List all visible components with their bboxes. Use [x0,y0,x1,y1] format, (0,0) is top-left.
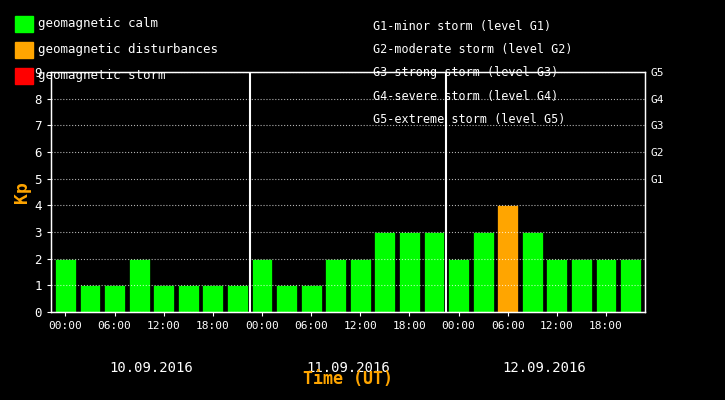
Bar [473,232,494,312]
Bar [276,285,297,312]
Bar [620,259,641,312]
Bar [374,232,395,312]
Bar [104,285,125,312]
Bar [326,259,346,312]
Text: 11.09.2016: 11.09.2016 [306,361,390,375]
Bar [80,285,101,312]
Bar [227,285,248,312]
Bar [522,232,543,312]
Bar [448,259,469,312]
Text: geomagnetic disturbances: geomagnetic disturbances [38,44,218,56]
Text: 12.09.2016: 12.09.2016 [502,361,587,375]
Text: G5-extreme storm (level G5): G5-extreme storm (level G5) [373,113,566,126]
Bar [547,259,567,312]
Bar [301,285,322,312]
Y-axis label: Kp: Kp [14,181,31,203]
Text: G3-strong storm (level G3): G3-strong storm (level G3) [373,66,559,80]
Bar [595,259,616,312]
Bar [129,259,149,312]
Bar [571,259,592,312]
Text: 10.09.2016: 10.09.2016 [109,361,194,375]
Text: Time (UT): Time (UT) [303,370,393,388]
Text: G1-minor storm (level G1): G1-minor storm (level G1) [373,20,552,33]
Bar [252,259,273,312]
Bar [423,232,444,312]
Text: G2-moderate storm (level G2): G2-moderate storm (level G2) [373,43,573,56]
Bar [497,205,518,312]
Bar [350,259,370,312]
Bar [178,285,199,312]
Text: G4-severe storm (level G4): G4-severe storm (level G4) [373,90,559,103]
Bar [153,285,174,312]
Bar [55,259,76,312]
Bar [399,232,420,312]
Text: geomagnetic calm: geomagnetic calm [38,18,159,30]
Text: geomagnetic storm: geomagnetic storm [38,70,166,82]
Bar [202,285,223,312]
